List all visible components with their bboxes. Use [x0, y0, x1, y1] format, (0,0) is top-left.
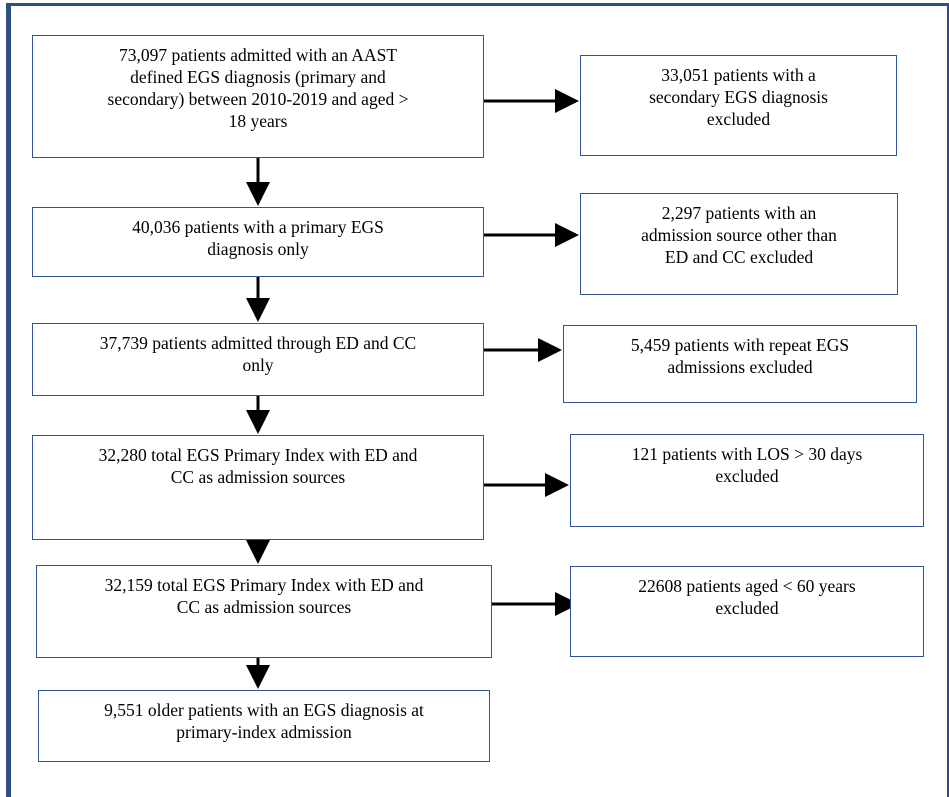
box-text: excluded [715, 466, 779, 486]
box-text: 32,280 total EGS Primary Index with ED a… [98, 445, 418, 465]
box-text: 37,739 patients admitted through ED and … [99, 333, 417, 353]
box-text: only [242, 355, 274, 375]
step-box: 73,097 patients admitted with an AAST def… [32, 35, 484, 158]
exclusion-box: 5,459 patients with repeat EGS admissions… [563, 325, 917, 403]
box-text: CC as admission sources [176, 597, 352, 617]
box-text: 18 years [228, 111, 288, 131]
step-box: 32,159 total EGS Primary Index with ED a… [36, 565, 492, 658]
frame [6, 3, 949, 797]
step-box: 32,280 total EGS Primary Index with ED a… [32, 435, 484, 540]
box-text: 22608 patients aged < 60 years [638, 576, 856, 596]
exclusion-box: 33,051 patients with a secondary EGS diag… [580, 55, 897, 156]
box-text: diagnosis only [207, 239, 309, 259]
box-text: 121 patients with LOS > 30 days [631, 444, 863, 464]
exclusion-box: 2,297 patients with an admission source o… [580, 193, 898, 295]
step-box: 37,739 patients admitted through ED and … [32, 323, 484, 396]
box-text: secondary EGS diagnosis [649, 87, 828, 107]
box-text: secondary) between 2010-2019 and aged > [107, 89, 409, 109]
box-text: ED and CC excluded [664, 247, 814, 267]
box-text: 73,097 patients admitted with an AAST [118, 45, 398, 65]
box-text: 2,297 patients with an [661, 203, 817, 223]
box-text: CC as admission sources [170, 467, 346, 487]
exclusion-box: 121 patients with LOS > 30 days excluded [570, 434, 924, 527]
step-box: 40,036 patients with a primary EGS diagno… [32, 207, 484, 277]
box-text: 33,051 patients with a [661, 65, 816, 85]
box-text: excluded [715, 598, 779, 618]
box-text: 5,459 patients with repeat EGS [630, 335, 850, 355]
step-box: 9,551 older patients with an EGS diagnos… [38, 690, 490, 762]
box-text: defined EGS diagnosis (primary and [130, 67, 386, 87]
box-text: 32,159 total EGS Primary Index with ED a… [104, 575, 424, 595]
box-text: primary-index admission [176, 722, 352, 742]
exclusion-box: 22608 patients aged < 60 years excluded [570, 566, 924, 657]
box-text: 40,036 patients with a primary EGS [132, 217, 384, 237]
box-text: 9,551 older patients with an EGS diagnos… [104, 700, 424, 720]
box-text: excluded [706, 109, 771, 129]
box-text: admission source other than [641, 225, 837, 245]
box-text: admissions excluded [667, 357, 813, 377]
